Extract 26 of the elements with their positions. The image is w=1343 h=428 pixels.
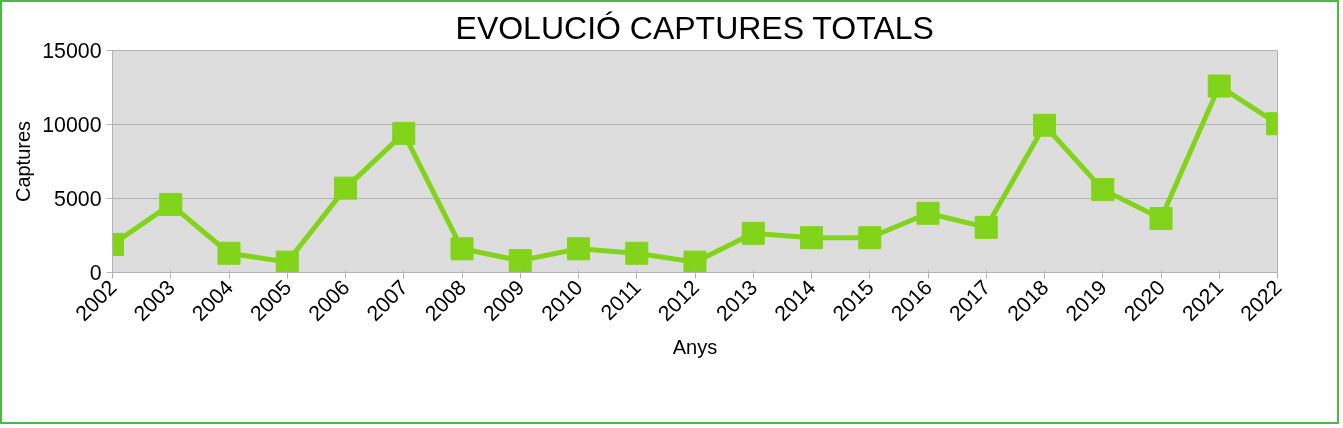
point — [625, 241, 649, 265]
point — [683, 250, 707, 273]
point — [741, 221, 765, 245]
point — [1149, 206, 1173, 230]
point — [334, 176, 357, 200]
point — [159, 192, 183, 216]
point — [1091, 178, 1115, 202]
point — [392, 121, 416, 145]
y-axis-title: Captures — [12, 120, 35, 203]
x-axis-title: Anys — [672, 335, 718, 358]
point — [974, 215, 998, 239]
point — [217, 241, 241, 265]
point — [1033, 113, 1056, 137]
y-tick-label: 5000 — [54, 187, 102, 211]
point — [800, 226, 823, 250]
chart-title: EVOLUCIÓ CAPTURES TOTALS — [455, 9, 934, 46]
point — [275, 250, 299, 273]
y-tick-label: 15000 — [42, 39, 102, 63]
y-tick-label: 10000 — [42, 113, 102, 137]
point — [567, 237, 590, 261]
point — [858, 226, 882, 250]
point — [450, 237, 474, 261]
point — [508, 249, 532, 273]
point — [916, 201, 940, 225]
y-tick-label: 0 — [89, 261, 102, 285]
point — [1207, 74, 1231, 98]
